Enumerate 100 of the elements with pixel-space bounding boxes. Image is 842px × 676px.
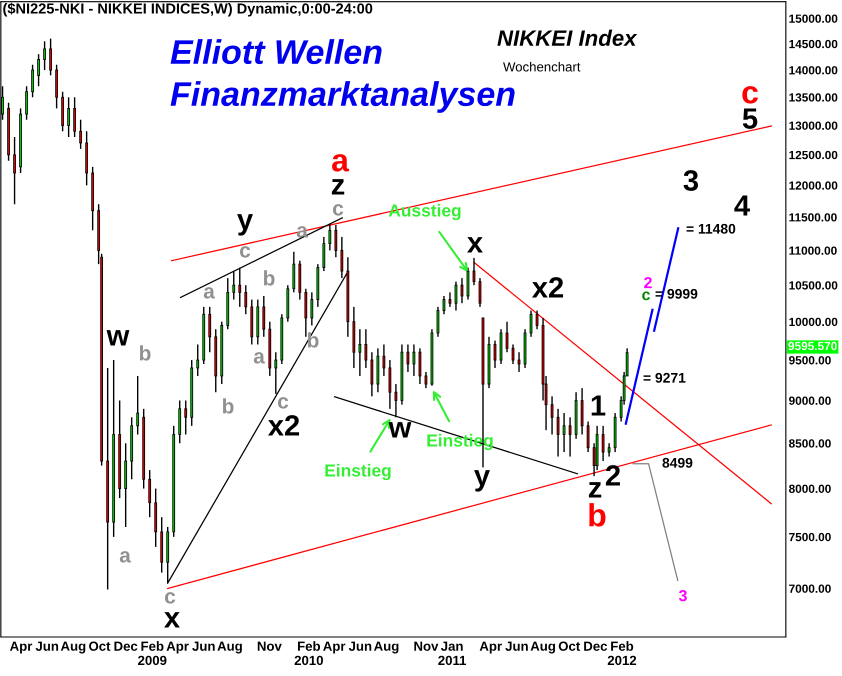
candlestick: [184, 400, 188, 436]
candlestick: [454, 280, 458, 312]
annotation: c: [240, 246, 250, 258]
annotation: w: [388, 422, 412, 438]
candlestick: [364, 328, 368, 369]
y-tick-label: 15000.00: [789, 14, 838, 23]
x-tick-label: Oct: [558, 642, 580, 651]
y-tick-label: 10000.00: [789, 318, 838, 326]
candlestick: [67, 96, 70, 138]
annotation: c: [333, 204, 344, 216]
candlestick: [494, 340, 496, 369]
x-tick-label: Dec: [584, 642, 608, 651]
x-tick-label: Oct: [89, 642, 110, 651]
candlestick: [322, 236, 326, 272]
x-tick-label: Apr: [10, 642, 32, 654]
candlestick: [79, 119, 82, 150]
candlestick: [436, 306, 440, 338]
candlestick: [448, 292, 452, 308]
candlestick: [608, 442, 610, 458]
x-tick-label: Aug: [530, 642, 555, 654]
annotation: x2: [268, 415, 300, 436]
candlestick: [550, 396, 554, 436]
candlestick: [472, 257, 476, 286]
candlestick: [262, 295, 266, 338]
candlestick: [602, 425, 604, 462]
annotation: 3: [684, 170, 698, 191]
candlestick: [556, 408, 560, 458]
y-tick-label: 12000.00: [789, 181, 838, 190]
x-tick-label: Aug: [60, 642, 86, 654]
annotation: y: [237, 214, 253, 236]
y-tick-label: 8000.00: [788, 484, 831, 493]
candlestick: [586, 420, 590, 453]
y-tick-label: 9000.00: [789, 396, 831, 405]
annotation: b: [223, 398, 234, 414]
y-tick-label: 7000.00: [789, 584, 831, 593]
annotation: = 9271: [644, 372, 686, 383]
annotation: x: [467, 237, 483, 253]
annotation: y: [474, 470, 490, 492]
annotation: NIKKEI Index: [497, 30, 638, 46]
annotation: x: [164, 612, 180, 628]
annotation: 5: [742, 108, 758, 129]
candlestick: [208, 306, 212, 353]
y-tick-label: 11000.00: [789, 246, 837, 255]
candlestick: [136, 375, 140, 436]
x-tick-label: Apr: [480, 642, 502, 654]
annotation: b: [264, 270, 275, 286]
y-tick-label: 13500.00: [789, 93, 838, 102]
y-tick-label: 7500.00: [789, 532, 831, 542]
candlestick: [49, 38, 52, 76]
candlestick: [424, 371, 428, 389]
candlestick: [358, 328, 362, 377]
y-tick-label: 9500.00: [789, 356, 831, 364]
x-tick-label: Jun: [36, 642, 58, 651]
candlestick: [334, 224, 338, 258]
candlestick: [196, 344, 200, 377]
candlestick: [518, 352, 520, 373]
candlestick: [382, 344, 386, 377]
annotation: 3: [678, 590, 687, 602]
x-tick-label: Apr: [323, 642, 346, 654]
candlestick: [536, 310, 538, 330]
x-tick-label: Nov: [414, 642, 438, 651]
annotation: z: [332, 179, 344, 195]
text: 9595.570: [788, 342, 837, 350]
annotation: = 11480: [686, 224, 736, 234]
x-tick-label: Aug: [217, 642, 242, 654]
annotation: c: [278, 397, 288, 409]
annotation: w: [106, 330, 130, 346]
candlestick: [148, 469, 152, 518]
candlestick: [25, 86, 28, 120]
candlestick: [13, 136, 16, 205]
candlestick: [530, 310, 532, 338]
annotation: Einstieg: [325, 464, 391, 480]
candlestick: [310, 292, 314, 326]
annotation: Wochenchart: [503, 62, 580, 72]
annotation: c: [642, 292, 650, 300]
y-tick-label: 14000.00: [789, 66, 838, 74]
y-tick-label: 11500.00: [789, 213, 837, 222]
annotation: b: [140, 345, 151, 361]
candlestick: [37, 53, 40, 87]
candlestick: [512, 344, 514, 365]
x-tick-label: Feb 2010: [294, 641, 323, 666]
annotation: c: [742, 86, 758, 104]
candlestick: [460, 277, 464, 304]
candlestick: [562, 412, 566, 453]
candlestick: [412, 344, 416, 377]
annotation: a: [120, 551, 131, 563]
annotation: a: [332, 154, 350, 172]
annotation: Finanzmarktanalysen: [170, 81, 515, 113]
annotation: 2: [606, 465, 620, 486]
candlestick: [244, 284, 248, 315]
candlestick: [418, 348, 422, 385]
candlestick: [442, 295, 446, 315]
candlestick: [370, 352, 374, 398]
annotation: 2: [644, 276, 652, 288]
annotation: b: [589, 503, 606, 527]
x-tick-label: Dec: [114, 642, 138, 651]
x-tick-label: Jan 2011: [438, 642, 466, 666]
candlestick: [478, 277, 482, 308]
candlestick: [406, 344, 410, 373]
x-tick-label: Nov: [258, 642, 282, 651]
